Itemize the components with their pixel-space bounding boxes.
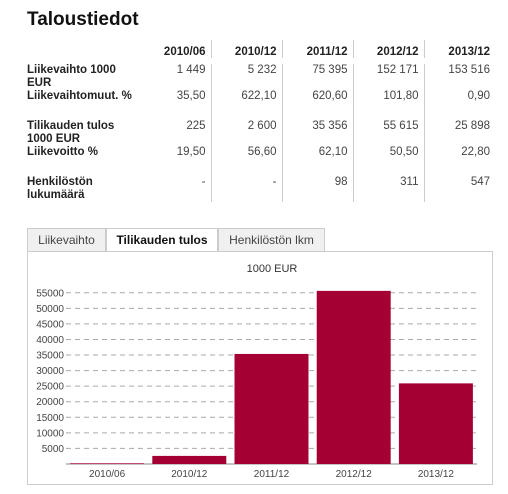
row-label: Liikevaihto 1000 EUR xyxy=(27,64,116,89)
table-cell: 622,10 xyxy=(210,90,282,106)
table-cell: 1 449 xyxy=(176,64,206,76)
table-row: Liikevaihtomuut. % 35,50 622,10 620,60 1… xyxy=(27,90,495,106)
table-cell: - xyxy=(201,176,206,188)
table-cell: 19,50 xyxy=(176,146,206,158)
tab-henkiloston-lkm[interactable]: Henkilöstön lkm xyxy=(218,228,325,252)
tab-liikevaihto[interactable]: Liikevaihto xyxy=(27,228,106,252)
bar[interactable] xyxy=(234,353,309,464)
y-tick-label: 30000 xyxy=(36,366,64,377)
tab-tilikauden-tulos[interactable]: Tilikauden tulos xyxy=(106,228,218,252)
chart-panel: 1000 EUR 5000 10000 15000 20000 25000 30000 35… xyxy=(27,251,493,485)
row-label: Tilikauden tulos 1000 EUR xyxy=(27,120,115,145)
y-tick-label: 20000 xyxy=(36,397,64,408)
row-label: Liikevoitto % xyxy=(27,146,98,158)
y-tick-label: 25000 xyxy=(36,382,64,393)
table-row: Henkilöstön lukumäärä - - 98 311 547 xyxy=(27,176,495,202)
table-cell: 225 xyxy=(186,120,206,132)
x-tick-label: 2013/12 xyxy=(418,469,455,480)
y-tick-label: 50000 xyxy=(36,304,64,315)
column-header: 2010/12 xyxy=(210,40,282,58)
column-header: 2013/12 xyxy=(423,40,495,58)
table-cell: 25 898 xyxy=(423,120,495,146)
y-tick-label: 35000 xyxy=(36,351,64,362)
x-tick-label: 2010/06 xyxy=(89,469,126,480)
table-cell: 98 xyxy=(281,176,353,202)
x-tick-label: 2012/12 xyxy=(336,469,373,480)
y-tick-label: 15000 xyxy=(36,413,64,424)
column-header: 2010/06 xyxy=(163,46,206,58)
bar[interactable] xyxy=(398,383,473,464)
table-cell: 620,60 xyxy=(281,90,353,106)
table-cell: 22,80 xyxy=(423,146,495,162)
table-cell: 62,10 xyxy=(281,146,353,162)
column-header: 2012/12 xyxy=(352,40,424,58)
y-tick-label: 5000 xyxy=(42,444,65,455)
table-cell: 0,90 xyxy=(423,90,495,106)
table-cell: 311 xyxy=(352,176,424,202)
bar[interactable] xyxy=(152,455,227,464)
bar-chart: 1000 EUR 5000 10000 15000 20000 25000 30000 35… xyxy=(36,263,477,480)
table-cell: 55 615 xyxy=(352,120,424,146)
table-row: Liikevaihto 1000 EUR 1 449 5 232 75 395 1… xyxy=(27,64,495,90)
table-cell: 35 356 xyxy=(281,120,353,146)
y-tick-label: 10000 xyxy=(36,428,64,439)
financial-table: 2010/06 2010/12 2011/12 2012/12 2013/12 … xyxy=(27,40,495,202)
x-tick-label: 2010/12 xyxy=(171,469,208,480)
table-cell: 547 xyxy=(423,176,495,202)
table-header-row: 2010/06 2010/12 2011/12 2012/12 2013/12 xyxy=(27,40,495,58)
table-cell: 75 395 xyxy=(281,64,353,90)
table-row: Liikevoitto % 19,50 56,60 62,10 50,50 22… xyxy=(27,146,495,162)
table-cell: 152 171 xyxy=(352,64,424,90)
row-label: Liikevaihtomuut. % xyxy=(27,90,132,102)
table-cell: 101,80 xyxy=(352,90,424,106)
row-label: Henkilöstön lukumäärä xyxy=(27,176,93,201)
y-tick-label: 55000 xyxy=(36,288,64,299)
x-tick-label: 2011/12 xyxy=(254,469,290,480)
table-cell: 5 232 xyxy=(210,64,282,90)
bar[interactable] xyxy=(316,290,391,464)
table-cell: 56,60 xyxy=(210,146,282,162)
column-header: 2011/12 xyxy=(281,40,353,58)
table-row: Tilikauden tulos 1000 EUR 225 2 600 35 35… xyxy=(27,120,495,146)
table-cell: 50,50 xyxy=(352,146,424,162)
y-tick-label: 45000 xyxy=(36,319,64,330)
y-tick-label: 40000 xyxy=(36,335,64,346)
chart-title: 1000 EUR xyxy=(247,263,298,275)
table-cell: - xyxy=(210,176,282,202)
bar[interactable] xyxy=(70,463,145,464)
table-cell: 35,50 xyxy=(176,90,206,102)
table-cell: 2 600 xyxy=(210,120,282,146)
page-title: Taloustiedot xyxy=(27,9,139,30)
table-cell: 153 516 xyxy=(423,64,495,90)
